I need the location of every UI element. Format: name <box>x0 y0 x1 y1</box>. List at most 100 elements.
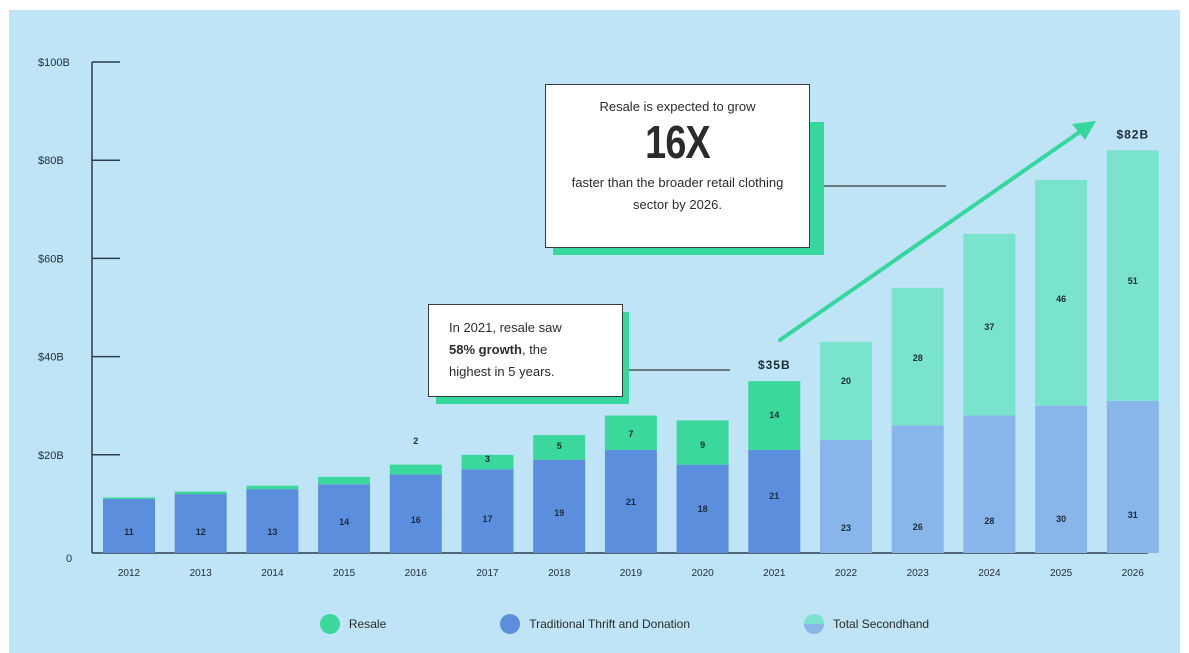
legend-swatch-traditional <box>500 614 521 634</box>
callout-small-line1: In 2021, resale saw <box>449 320 562 335</box>
callout-small-line3: highest in 5 years. <box>449 364 555 379</box>
data-label-traditional: 31 <box>1128 510 1138 520</box>
bar-resale-2021 <box>748 381 801 450</box>
bar-resale-2023 <box>891 287 944 426</box>
data-label-resale: 7 <box>628 429 633 439</box>
data-label-traditional: 28 <box>984 516 994 526</box>
bar-traditional-2018 <box>533 459 586 553</box>
total-label-2021: $35B <box>758 358 791 372</box>
y-tick-label: $80B <box>38 155 64 167</box>
x-tick-label: 2019 <box>620 568 643 579</box>
legend-label-traditional: Traditional Thrift and Donation <box>529 617 691 631</box>
bar-traditional-2016 <box>389 474 442 553</box>
callout-2021-growth: In 2021, resale saw 58% growth, the high… <box>428 304 623 397</box>
data-label-resale: 9 <box>700 440 705 450</box>
y-tick-label: $100B <box>38 57 70 69</box>
bar-traditional-2013 <box>174 494 227 553</box>
bar-traditional-2019 <box>604 449 657 553</box>
bar-traditional-2024 <box>963 415 1016 553</box>
x-tick-label: 2023 <box>907 568 930 579</box>
data-label-traditional: 18 <box>698 504 708 514</box>
chart-legend: Resale Traditional Thrift and Donation T… <box>0 612 1189 636</box>
data-label-traditional: 14 <box>339 517 349 527</box>
legend-swatch-resale <box>319 614 340 634</box>
data-label-resale: 2 <box>413 436 418 446</box>
bar-traditional-2025 <box>1035 405 1088 553</box>
bar-resale-2012 <box>103 497 155 499</box>
data-label-traditional: 19 <box>554 508 564 518</box>
chart-labels: 1120121220131320141420151622016173201719… <box>118 121 1149 579</box>
bar-traditional-2020 <box>676 464 729 553</box>
data-label-resale: 20 <box>841 376 851 386</box>
data-label-traditional: 12 <box>196 527 206 537</box>
x-tick-label: 2017 <box>476 568 499 579</box>
data-label-resale: 3 <box>485 454 490 464</box>
legend-item-resale: Resale <box>260 614 386 634</box>
data-label-traditional: 21 <box>769 491 779 501</box>
data-label-traditional: 21 <box>626 497 636 507</box>
bar-traditional-2014 <box>246 489 299 553</box>
callout-small-line2: 58% growth, the <box>449 339 622 361</box>
data-label-resale: 5 <box>557 441 562 451</box>
legend-item-total: Total Secondhand <box>720 614 929 634</box>
data-label-traditional: 23 <box>841 523 851 533</box>
x-tick-label: 2014 <box>261 568 284 579</box>
chart-bars <box>103 150 1159 553</box>
callout-big-line2: faster than the broader retail clothing … <box>571 175 784 212</box>
data-label-traditional: 11 <box>124 527 134 537</box>
bar-resale-2019 <box>604 415 657 450</box>
data-label-resale: 28 <box>913 353 923 363</box>
bar-resale-2022 <box>820 341 872 441</box>
bar-resale-2018 <box>533 435 586 460</box>
bar-traditional-2012 <box>103 498 155 553</box>
data-label-resale: 51 <box>1128 276 1138 286</box>
data-label-traditional: 17 <box>482 514 492 524</box>
x-tick-label: 2015 <box>333 568 356 579</box>
callout-small-rest: , the <box>521 342 548 357</box>
bar-traditional-2021 <box>748 449 801 553</box>
bar-traditional-2026 <box>1106 400 1159 553</box>
bar-resale-2020 <box>676 420 729 465</box>
y-tick-label: $40B <box>38 352 64 364</box>
data-label-traditional: 16 <box>411 515 421 525</box>
bar-resale-2026 <box>1106 150 1159 401</box>
callout-big-line1: Resale is expected to grow <box>599 99 756 114</box>
growth-arrow-head <box>1072 121 1096 140</box>
callout-small-bold: 58% growth <box>449 342 522 357</box>
x-tick-label: 2018 <box>548 568 571 579</box>
bar-resale-2016 <box>389 464 442 475</box>
bar-resale-2017 <box>461 454 514 470</box>
bar-traditional-2017 <box>461 469 514 553</box>
x-tick-label: 2022 <box>835 568 858 579</box>
data-label-traditional: 26 <box>913 522 923 532</box>
x-tick-label: 2025 <box>1050 568 1073 579</box>
x-tick-label: 2024 <box>978 568 1001 579</box>
total-label-2026: $82B <box>1116 127 1149 141</box>
x-tick-label: 2026 <box>1122 568 1145 579</box>
bar-resale-2025 <box>1035 179 1088 406</box>
data-label-resale: 14 <box>769 410 779 420</box>
bar-resale-2024 <box>963 233 1016 416</box>
callout-big-number: 16X <box>645 116 710 168</box>
x-tick-label: 2013 <box>190 568 213 579</box>
data-label-traditional: 30 <box>1056 514 1066 524</box>
legend-swatch-total <box>804 614 825 634</box>
x-tick-label: 2016 <box>405 568 428 579</box>
bar-resale-2013 <box>174 491 227 495</box>
x-tick-label: 2012 <box>118 568 141 579</box>
bar-traditional-2022 <box>820 440 872 553</box>
legend-label-resale: Resale <box>348 617 387 631</box>
bar-resale-2015 <box>318 476 371 485</box>
x-tick-label: 2021 <box>763 568 786 579</box>
data-label-resale: 37 <box>984 322 994 332</box>
x-tick-label: 2020 <box>691 568 714 579</box>
legend-label-total: Total Secondhand <box>833 617 930 631</box>
y-tick-label: $20B <box>38 450 64 462</box>
legend-item-traditional: Traditional Thrift and Donation <box>416 614 690 634</box>
bar-resale-2014 <box>246 485 299 490</box>
y-tick-label: 0 <box>66 553 72 565</box>
bar-traditional-2015 <box>318 484 371 553</box>
bar-traditional-2023 <box>891 425 944 553</box>
callout-resale-growth: Resale is expected to grow 16X faster th… <box>545 84 810 248</box>
